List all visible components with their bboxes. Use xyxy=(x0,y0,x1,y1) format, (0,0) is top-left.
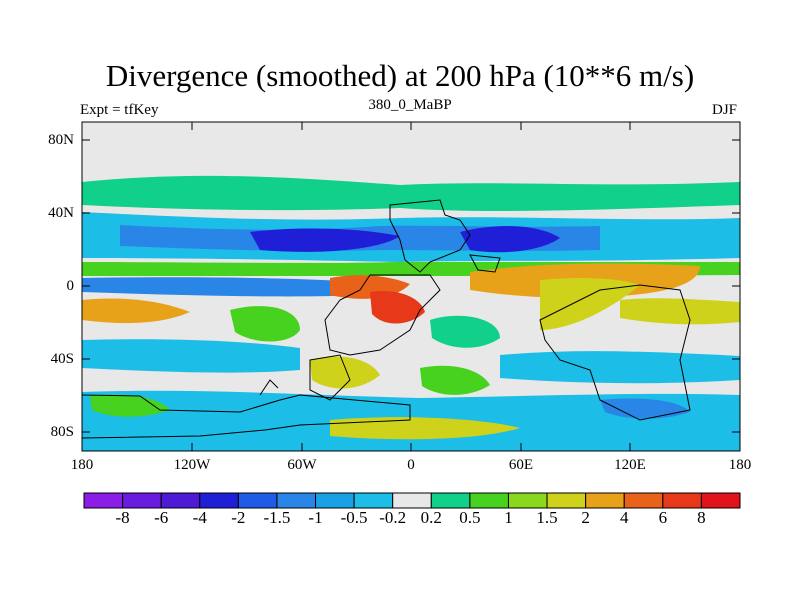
colorbar-label: -8 xyxy=(115,508,130,527)
colorbar-swatch xyxy=(160,492,201,509)
colorbar-swatch xyxy=(199,492,239,509)
field-shape xyxy=(620,298,740,325)
colorbar-swatch xyxy=(469,492,509,509)
tick-marks xyxy=(82,122,740,451)
colorbar-label: 4 xyxy=(619,508,629,527)
colorbar-swatch xyxy=(276,492,317,509)
colorbar-label: 8 xyxy=(697,508,706,527)
lat-tick-label: 40S xyxy=(50,351,74,367)
field-shape xyxy=(500,351,740,384)
colorbar-swatch xyxy=(662,492,702,509)
colorbar-label: -1.5 xyxy=(263,508,291,527)
colorbar-swatch xyxy=(392,492,432,509)
field-shape xyxy=(460,226,560,253)
colorbar-swatch xyxy=(83,492,124,509)
colorbar-label: -4 xyxy=(192,508,207,527)
colorbar-swatch xyxy=(237,492,278,509)
experiment-label: Expt = tfKey xyxy=(80,102,159,118)
season-label: DJF xyxy=(712,102,738,118)
field-shape xyxy=(430,315,500,348)
colorbar-swatch xyxy=(623,492,664,509)
colorbar-swatch xyxy=(507,492,548,509)
lon-tick-label: 60W xyxy=(287,457,317,473)
colorbar-swatch xyxy=(430,492,471,509)
lat-tick-label: 80N xyxy=(48,132,74,148)
field-shape xyxy=(82,175,740,212)
colorbar-swatch xyxy=(315,492,355,509)
colorbar xyxy=(83,492,741,509)
divergence-field xyxy=(82,122,740,451)
field-shape xyxy=(370,290,425,324)
field-shape xyxy=(90,394,170,417)
field-shape xyxy=(82,298,190,324)
colorbar-label: 1 xyxy=(504,508,513,527)
lon-tick-label: 120E xyxy=(614,457,646,473)
plot-title: Divergence (smoothed) at 200 hPa (10**6 … xyxy=(105,58,695,93)
field-shape xyxy=(540,277,640,330)
coastlines xyxy=(81,199,691,439)
field-shape xyxy=(230,306,300,342)
colorbar-swatch xyxy=(546,492,587,509)
colorbar-label: -1 xyxy=(308,508,323,527)
lat-tick-label: 40N xyxy=(48,205,74,221)
colorbar-label: 0.2 xyxy=(420,508,442,527)
field-shape xyxy=(82,277,360,297)
lon-tick-label: 60E xyxy=(508,457,534,473)
colorbar-swatch xyxy=(700,492,741,509)
field-shape xyxy=(420,365,490,395)
colorbar-label: 1.5 xyxy=(536,508,558,527)
lat-tick-label: 80S xyxy=(50,424,74,440)
lon-tick-label: 180 xyxy=(70,457,94,473)
lon-tick-label: 120W xyxy=(173,457,211,473)
colorbar-swatch xyxy=(122,492,162,509)
lat-tick-label: 0 xyxy=(66,278,75,294)
colorbar-swatch xyxy=(353,492,394,509)
field-shape xyxy=(600,398,690,419)
case-label: 380_0_MaBP xyxy=(368,97,452,113)
colorbar-label: -6 xyxy=(154,508,169,527)
colorbar-label: 2 xyxy=(581,508,590,527)
field-shape xyxy=(310,356,380,389)
colorbar-swatch xyxy=(585,492,625,509)
colorbar-label: 0.5 xyxy=(459,508,481,527)
lon-tick-label: 180 xyxy=(728,457,752,473)
colorbar-label: -0.5 xyxy=(340,508,368,527)
colorbar-label: -0.2 xyxy=(379,508,407,527)
colorbar-label: -2 xyxy=(231,508,246,527)
field-shape xyxy=(250,228,400,252)
field-shape xyxy=(330,417,520,440)
field-shape xyxy=(82,339,300,373)
colorbar-label: 6 xyxy=(658,508,668,527)
lon-tick-label: 0 xyxy=(407,457,415,473)
